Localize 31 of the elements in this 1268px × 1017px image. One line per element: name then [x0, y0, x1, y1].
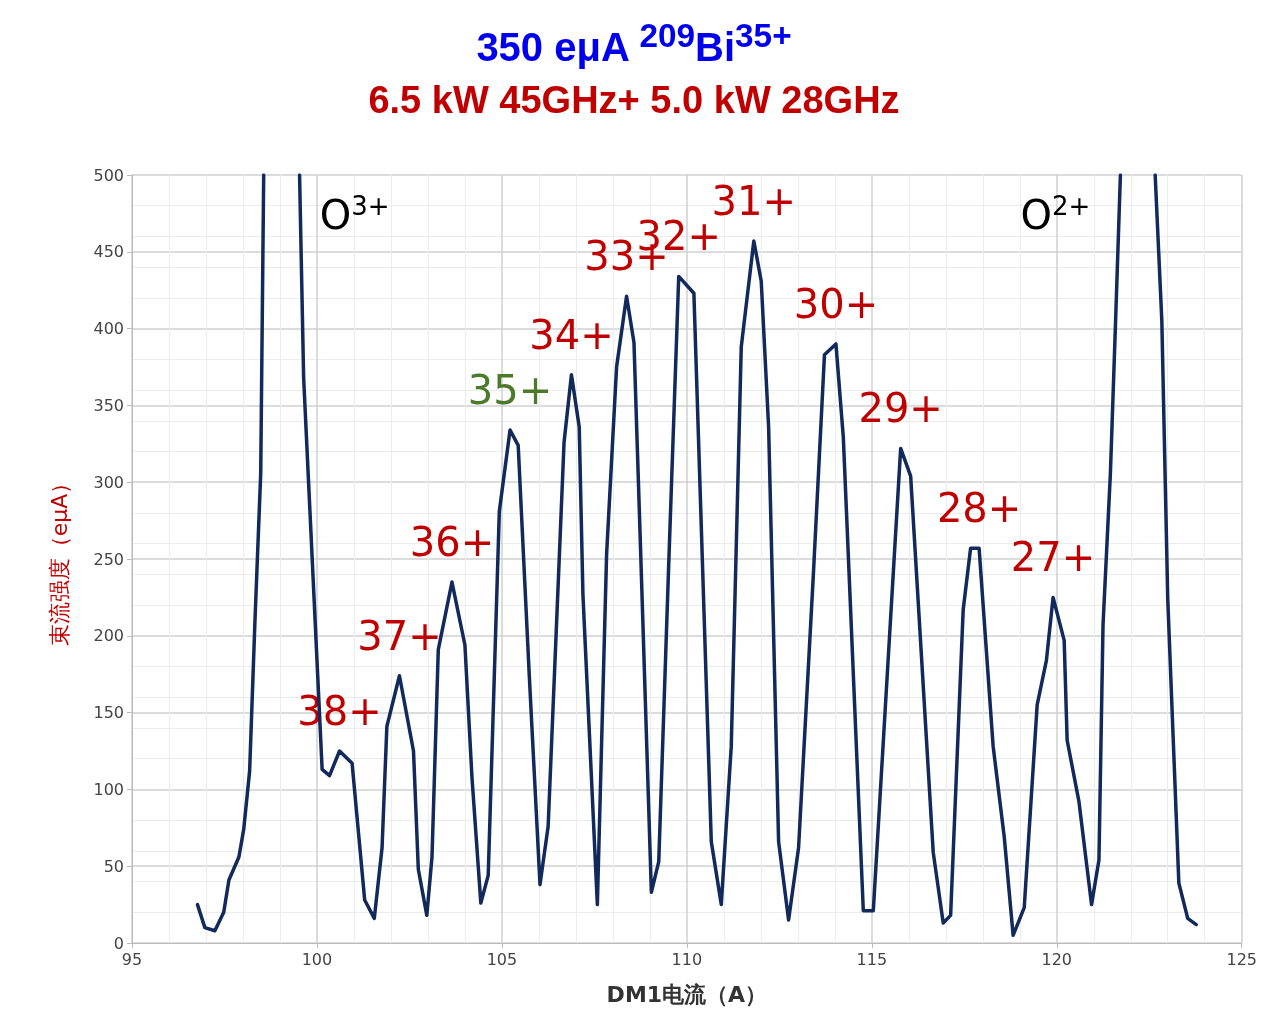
y-tick-label: 200 — [93, 626, 124, 646]
y-tick-label: 500 — [93, 165, 124, 185]
chart-subtitle: 6.5 kW 45GHz+ 5.0 kW 28GHz — [367, 78, 901, 123]
annotation: 29+ — [858, 385, 943, 432]
x-tick-label: 100 — [301, 949, 333, 969]
annotation: 34+ — [529, 311, 614, 358]
y-tick-label: 250 — [93, 549, 124, 569]
annotation: 35+ — [467, 366, 553, 413]
x-tick-label: 120 — [1041, 949, 1073, 969]
x-tick-label: 115 — [856, 949, 888, 969]
annotation: 28+ — [936, 485, 1022, 532]
annotation: 27+ — [1010, 534, 1096, 581]
y-tick-label: 0 — [113, 933, 124, 953]
y-tick-label: 450 — [93, 242, 124, 262]
annotation: 31+ — [711, 178, 797, 225]
y-tick-label: 300 — [93, 472, 124, 492]
annotation: 36+ — [409, 519, 495, 566]
x-axis-title: DM1电流（A） — [606, 981, 768, 1007]
x-tick-label: 125 — [1226, 949, 1257, 969]
y-tick-label: 150 — [93, 703, 124, 723]
chart-title: 350 eμA $^{209}$Bi$^{35+}$ — [475, 16, 793, 70]
y-tick-label: 100 — [93, 779, 124, 799]
x-tick-label: 110 — [671, 949, 703, 969]
x-tick-label: 95 — [121, 949, 143, 969]
annotation: 37+ — [357, 612, 442, 659]
y-tick-label: 400 — [93, 319, 124, 339]
y-axis-title: 束流强度（eμA） — [46, 471, 72, 647]
y-tick-label: 350 — [93, 395, 124, 415]
x-tick-label: 105 — [486, 949, 518, 969]
annotation: 30+ — [793, 280, 879, 327]
y-tick-label: 50 — [103, 856, 124, 876]
